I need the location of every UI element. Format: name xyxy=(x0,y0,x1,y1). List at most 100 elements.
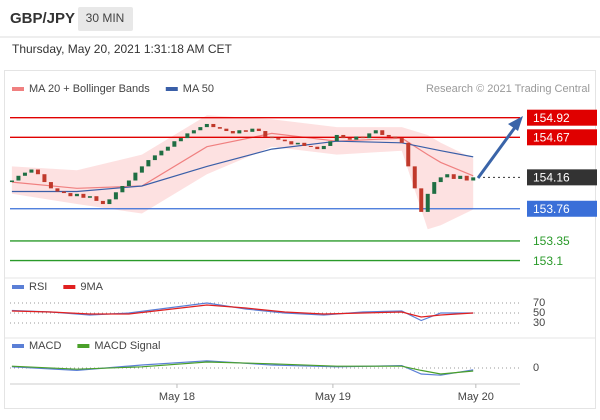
timeframe-button[interactable] xyxy=(78,7,133,31)
indicator-line xyxy=(11,361,474,375)
candle xyxy=(464,175,469,181)
level-label: 154.92 xyxy=(533,111,570,125)
legend-label: MACD Signal xyxy=(94,340,160,352)
candle xyxy=(55,188,60,192)
moving-average xyxy=(11,140,474,193)
candle xyxy=(458,175,463,179)
legend-swatch xyxy=(12,87,24,91)
candle xyxy=(432,182,437,194)
legend-label: MA 50 xyxy=(183,83,214,95)
candle xyxy=(425,193,430,212)
candle xyxy=(406,142,411,167)
legend-swatch xyxy=(12,285,24,289)
candle xyxy=(367,133,372,139)
legend-swatch xyxy=(165,87,178,91)
candle xyxy=(139,166,144,173)
candle xyxy=(380,130,385,135)
candle xyxy=(48,182,53,189)
candle xyxy=(68,193,73,197)
indicator-line xyxy=(11,302,474,322)
candle xyxy=(185,133,190,139)
candle xyxy=(198,127,203,131)
candle xyxy=(146,160,151,167)
candle xyxy=(87,196,92,198)
timestamp: Thursday, May 20, 2021 1:31:18 AM CET xyxy=(12,42,233,56)
level-box xyxy=(527,169,597,186)
candle xyxy=(451,174,456,179)
candle xyxy=(217,127,222,129)
candle xyxy=(269,136,274,139)
legend-swatch xyxy=(77,344,90,348)
candle xyxy=(237,130,242,134)
candle xyxy=(22,172,27,176)
legend-swatch xyxy=(63,285,76,289)
level-label: 153.35 xyxy=(533,234,570,248)
candle xyxy=(211,123,216,128)
chart-frame xyxy=(4,70,596,409)
candle xyxy=(204,123,209,128)
level-box xyxy=(527,109,597,126)
y-tick-label: 50 xyxy=(533,307,545,319)
bollinger-band xyxy=(11,115,474,230)
candle xyxy=(393,136,398,139)
y-tick-label: 70 xyxy=(533,297,545,309)
timeframe[interactable]: 30 MIN xyxy=(86,11,125,25)
indicator-line xyxy=(11,304,474,318)
candle xyxy=(133,172,138,181)
candle xyxy=(152,155,157,161)
candle xyxy=(29,169,34,173)
candle xyxy=(334,134,339,142)
candle xyxy=(42,174,47,183)
level-box xyxy=(527,129,597,146)
candle xyxy=(113,192,118,200)
candle xyxy=(419,188,424,212)
candle xyxy=(250,128,255,132)
legend-label: 9MA xyxy=(80,281,103,293)
candle xyxy=(354,136,359,140)
candle xyxy=(172,141,177,147)
candle xyxy=(308,145,313,147)
candle xyxy=(61,191,66,194)
candle xyxy=(360,136,365,139)
candle xyxy=(16,175,21,181)
legend-swatch xyxy=(12,344,24,348)
candle xyxy=(224,128,229,132)
level-box xyxy=(527,200,597,217)
candle xyxy=(295,142,300,145)
forecast-arrowhead xyxy=(508,116,523,131)
candle xyxy=(373,130,378,134)
level-label: 154.67 xyxy=(533,130,570,144)
candle xyxy=(399,138,404,143)
candle xyxy=(126,180,131,186)
x-tick-label: May 19 xyxy=(315,391,351,403)
legend-label: RSI xyxy=(29,281,47,293)
candle xyxy=(230,131,235,134)
level-label: 153.1 xyxy=(533,254,563,268)
candle xyxy=(315,146,320,150)
candle xyxy=(471,177,476,181)
candle xyxy=(438,177,443,183)
candle xyxy=(74,193,79,197)
candle xyxy=(165,146,170,151)
candle xyxy=(81,193,86,198)
candle xyxy=(120,185,125,193)
candle xyxy=(94,196,99,201)
candle xyxy=(347,138,352,140)
candle xyxy=(412,166,417,189)
y-tick-label: 0 xyxy=(533,362,539,374)
forecast-arrow xyxy=(476,125,518,179)
candle xyxy=(282,139,287,142)
legend-label: MA 20 + Bollinger Bands xyxy=(29,83,150,95)
legend-label: MACD xyxy=(29,340,61,352)
candle xyxy=(276,138,281,140)
candle xyxy=(386,134,391,137)
symbol: GBP/JPY xyxy=(10,10,75,27)
candle xyxy=(256,128,261,132)
x-tick-label: May 18 xyxy=(159,391,195,403)
candle xyxy=(9,180,14,183)
candle xyxy=(341,134,346,139)
level-label: 154.16 xyxy=(533,171,570,185)
candle xyxy=(100,200,105,205)
candle xyxy=(328,141,333,146)
